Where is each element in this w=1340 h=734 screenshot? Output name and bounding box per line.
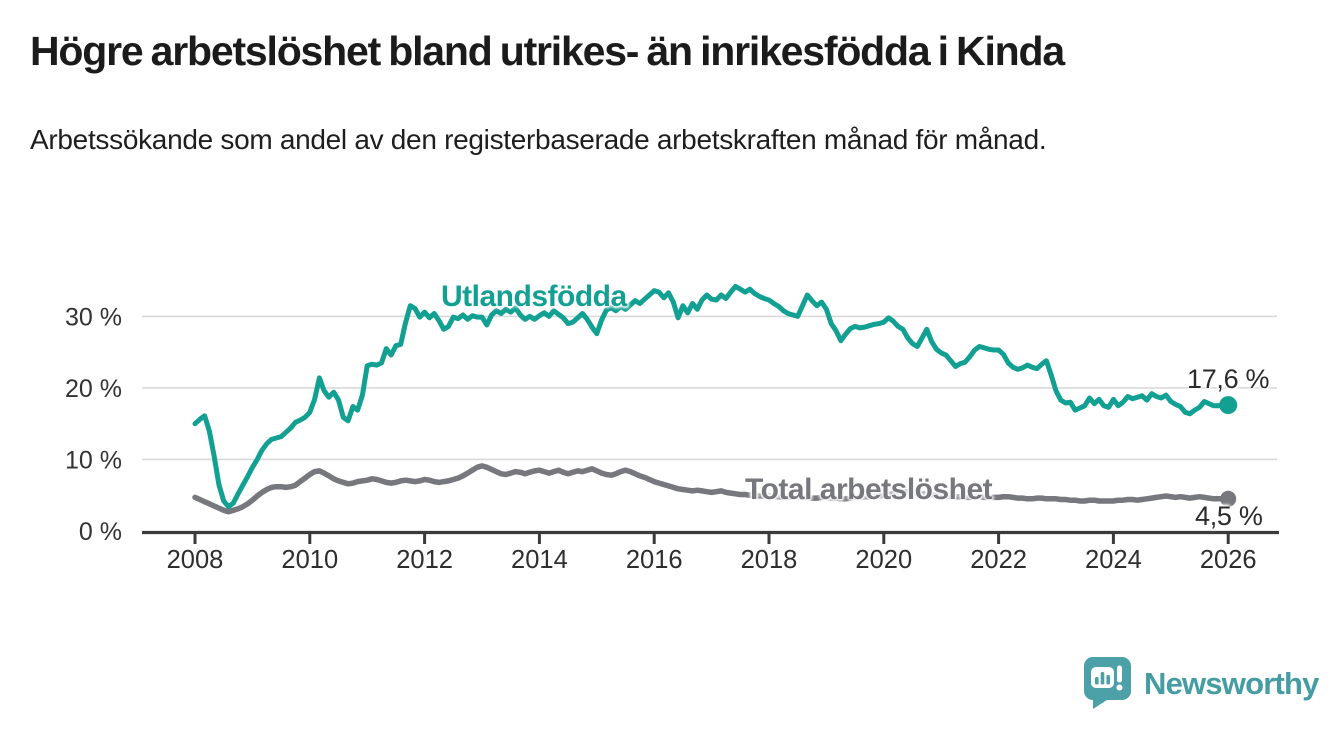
speech-bubble-bar-chart-icon	[1084, 657, 1131, 709]
x-tick-label: 2022	[970, 546, 1027, 574]
series-label-utlandsfodda: Utlandsfödda	[441, 280, 627, 313]
series-label-total: Total arbetslöshet	[745, 473, 993, 506]
end-value-utlandsfodda: 17,6 %	[1187, 364, 1270, 394]
x-tick-label: 2016	[626, 546, 683, 574]
x-tick-label: 2014	[511, 546, 568, 574]
chart-title: Högre arbetslöshet bland utrikes- än inr…	[30, 28, 1065, 74]
newsworthy-logo-text: Newsworthy	[1144, 665, 1319, 701]
end-value-total: 4,5 %	[1195, 501, 1263, 531]
x-tick-label: 2026	[1200, 546, 1257, 574]
y-tick-label: 0 %	[79, 518, 122, 546]
x-tick-label: 2008	[167, 546, 224, 574]
x-tick-label: 2018	[741, 546, 798, 574]
y-tick-label: 20 %	[65, 375, 122, 403]
x-tick-label: 2012	[396, 546, 453, 574]
series-line-utlandsfodda	[192, 283, 1231, 510]
series-end-dot-utlandsfodda	[1219, 396, 1238, 415]
x-tick-label: 2010	[281, 546, 338, 574]
y-tick-label: 30 %	[65, 303, 122, 331]
series-end-dot-total	[1220, 490, 1237, 507]
y-tick-label: 10 %	[65, 446, 122, 474]
chart-subtitle: Arbetssökande som andel av den registerb…	[30, 124, 1047, 155]
series-line-total	[192, 463, 1231, 515]
x-tick-label: 2024	[1085, 546, 1142, 574]
newsworthy-logo: Newsworthy	[1084, 657, 1319, 710]
x-tick-label: 2020	[855, 546, 912, 574]
